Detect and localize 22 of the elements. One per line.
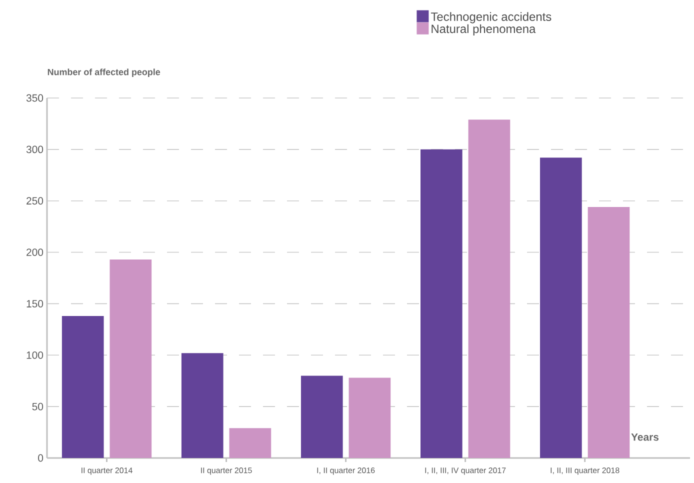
y-tick-label: 200 — [26, 248, 44, 256]
y-tick-label: 350 — [26, 94, 44, 102]
legend-label: Natural phenomena — [432, 24, 536, 36]
bar — [420, 149, 462, 458]
y-tick-label: 0 — [38, 454, 44, 462]
bar — [110, 259, 152, 458]
y-tick-label: 250 — [26, 197, 44, 205]
bar — [300, 376, 343, 458]
y-tick-label: 50 — [32, 402, 44, 410]
bar — [229, 428, 272, 458]
x-axis-title: Years — [631, 433, 659, 441]
y-tick-label: 300 — [26, 146, 44, 154]
y-tick-label: 150 — [26, 300, 44, 308]
bar — [540, 158, 582, 458]
legend-label: Technogenic accidents — [430, 12, 552, 24]
bar — [181, 353, 224, 458]
bar — [588, 207, 630, 458]
bar — [62, 316, 104, 458]
bar — [348, 378, 391, 458]
bar — [468, 120, 510, 458]
y-axis-title: Number of affected people — [48, 68, 160, 77]
y-tick-label: 100 — [26, 351, 44, 359]
